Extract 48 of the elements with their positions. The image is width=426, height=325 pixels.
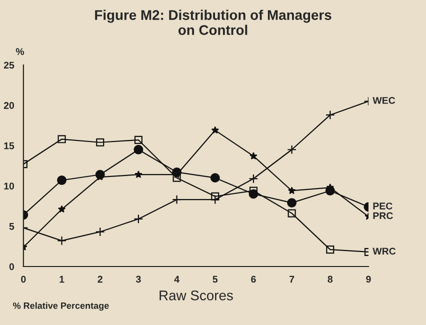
- point: [134, 136, 142, 144]
- x-tick-label: 0: [21, 276, 26, 283]
- y-axis-title: %: [16, 48, 24, 55]
- x-tick-label: 5: [212, 276, 218, 283]
- x-tick-label: 9: [366, 276, 371, 283]
- point: [288, 209, 296, 218]
- point: [95, 227, 105, 237]
- y-tick-label: 25: [4, 62, 14, 69]
- y-tick-label: 15: [4, 142, 14, 150]
- point: [211, 192, 220, 200]
- point: [96, 138, 104, 146]
- point: [58, 135, 66, 144]
- x-tick-label: 6: [251, 276, 256, 283]
- x-tick-label: 8: [328, 276, 333, 283]
- point: [325, 110, 335, 120]
- y-tick-label: 10: [4, 182, 14, 190]
- point: [250, 152, 258, 160]
- x-tick-label: 4: [174, 276, 180, 283]
- point: [248, 174, 258, 184]
- series-label: WEC: [372, 96, 396, 104]
- point: [134, 214, 144, 224]
- point: [172, 194, 182, 204]
- point: [57, 236, 66, 246]
- point: [210, 173, 220, 183]
- series-label: PRC: [373, 212, 393, 220]
- point: [211, 126, 219, 134]
- y-tick-label: 5: [9, 223, 14, 230]
- text: % Relative Percentage: [13, 302, 109, 311]
- x-axis-title: Raw Scores: [160, 290, 233, 300]
- point: [288, 186, 296, 194]
- point: [134, 144, 144, 154]
- point: [210, 194, 220, 204]
- series-label: WRC: [372, 248, 396, 255]
- point: [287, 144, 297, 154]
- x-tick-label: 7: [290, 276, 294, 283]
- x-tick-label: 1: [60, 276, 64, 283]
- point: [287, 198, 297, 208]
- point: [134, 170, 142, 178]
- point: [172, 174, 181, 182]
- point: [58, 205, 66, 213]
- point: [326, 246, 334, 254]
- chart-title: Figure M2: Distribution of Managers on Control: [95, 10, 332, 35]
- point: [57, 176, 66, 185]
- x-tick-label: 3: [136, 276, 141, 283]
- x-tick-label: 2: [98, 276, 102, 283]
- series-label: PEC: [373, 202, 392, 210]
- y-tick-label: 0: [9, 263, 14, 270]
- y-tick-label: 20: [4, 102, 14, 109]
